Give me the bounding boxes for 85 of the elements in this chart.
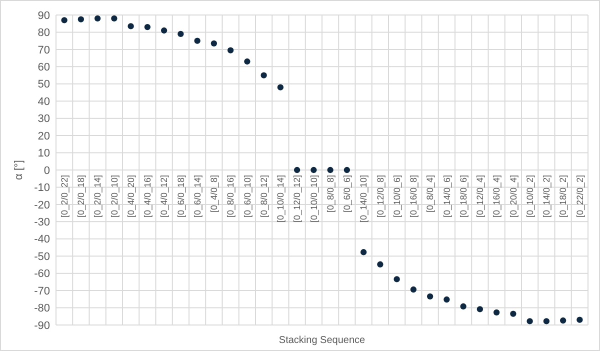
- point: [410, 286, 417, 293]
- x-tick-label: [0_14/0_6]: [442, 175, 452, 218]
- x-tick-label: [0_8/0_8]: [325, 175, 336, 213]
- y-tick-label: -60: [34, 268, 50, 280]
- y-tick-label: 50: [38, 78, 50, 91]
- point: [327, 166, 334, 174]
- x-tick-label: [0_12/0_4]: [475, 175, 486, 218]
- x-tick-label: [0_6/0_14]: [192, 175, 202, 218]
- point: [394, 276, 400, 282]
- point: [510, 310, 516, 317]
- point: [493, 309, 500, 316]
- point: [227, 47, 234, 54]
- point: [444, 296, 450, 303]
- point: [178, 30, 184, 38]
- y-tick-label: -80: [34, 302, 50, 315]
- x-tick-label: [0_8/0_16]: [226, 175, 236, 218]
- x-tick-label: [0_4/0_20]: [126, 175, 136, 218]
- x-tick-label: [0_8/0_4]: [425, 175, 436, 213]
- x-tick-label: [0_2/0_10]: [109, 175, 120, 218]
- x-tick-label: [0_4/0_8]: [209, 175, 220, 213]
- y-tick-label: 60: [38, 62, 50, 74]
- x-tick-label: [0_18/0_6]: [458, 175, 468, 218]
- point: [377, 261, 384, 268]
- x-tick-label: [0_10/0_14]: [276, 175, 286, 223]
- y-tick-label: 70: [38, 44, 50, 56]
- x-tick-label: [0_6/0_18]: [176, 175, 186, 218]
- x-tick-label: [0_14/0_2]: [542, 175, 552, 218]
- point: [94, 15, 101, 22]
- y-tick-label: 0: [44, 164, 50, 177]
- x-tick-label: [0_16/0_4]: [492, 175, 502, 218]
- point: [560, 317, 566, 324]
- point: [543, 318, 550, 324]
- y-tick-label: 30: [38, 113, 50, 126]
- x-tick-label: [0_22/0_2]: [574, 175, 585, 218]
- point: [526, 318, 533, 324]
- x-tick-label: [0_18/0_2]: [558, 175, 568, 218]
- point: [344, 166, 350, 174]
- x-axis-title: Stacking Sequence: [278, 335, 366, 346]
- point: [294, 166, 300, 174]
- x-tick-label: [0_4/0_12]: [159, 175, 170, 218]
- x-tick-label: [0_2/0_14]: [92, 175, 103, 218]
- point: [194, 38, 200, 44]
- point: [128, 23, 134, 30]
- x-tick-label: [0_6/0_10]: [242, 175, 252, 218]
- x-tick-label: [0_10/0_2]: [524, 175, 535, 218]
- x-tick-label: [0_8/0_12]: [258, 175, 269, 218]
- point: [78, 16, 84, 22]
- point: [476, 306, 484, 312]
- y-tick-label: 20: [38, 130, 50, 142]
- point: [210, 40, 218, 46]
- point: [144, 24, 151, 30]
- y-tick-label: -50: [34, 250, 50, 263]
- point: [426, 293, 434, 300]
- x-tick-label: [0_2/0_22]: [59, 175, 70, 218]
- x-tick-label: [0_14/0_10]: [358, 175, 369, 223]
- y-tick-label: 80: [38, 27, 50, 40]
- y-tick-label: 10: [38, 148, 50, 160]
- y-axis-title: α [°]: [13, 160, 25, 180]
- point: [310, 166, 317, 174]
- y-tick-label: -40: [34, 234, 50, 246]
- point: [277, 84, 284, 90]
- point: [111, 15, 118, 22]
- y-tick-label: 90: [38, 10, 50, 22]
- y-tick-label: 40: [38, 96, 50, 108]
- y-tick-label: -20: [34, 199, 50, 212]
- x-tick-label: [0_4/0_16]: [142, 175, 153, 218]
- y-tick-label: -30: [34, 216, 50, 229]
- point: [260, 72, 267, 78]
- x-tick-label: [0_10/0_6]: [392, 175, 402, 218]
- point: [576, 316, 583, 323]
- y-tick-label: -10: [34, 182, 50, 194]
- x-tick-label: [0_2/0_18]: [76, 175, 86, 218]
- point: [160, 27, 168, 34]
- point: [360, 249, 367, 256]
- x-tick-label: [0_12/0_12]: [292, 175, 302, 223]
- x-tick-label: [0_10/0_10]: [308, 175, 319, 223]
- x-tick-label: [0_20/0_4]: [508, 175, 518, 218]
- y-tick-label: -90: [34, 320, 50, 332]
- x-tick-label: [0_16/0_8]: [408, 175, 419, 218]
- point: [244, 58, 250, 65]
- point: [460, 303, 466, 310]
- x-tick-label: [0_6/0_6]: [342, 175, 352, 213]
- x-tick-label: [0_12/0_8]: [375, 175, 386, 218]
- point: [61, 17, 68, 24]
- y-tick-label: -70: [34, 285, 50, 298]
